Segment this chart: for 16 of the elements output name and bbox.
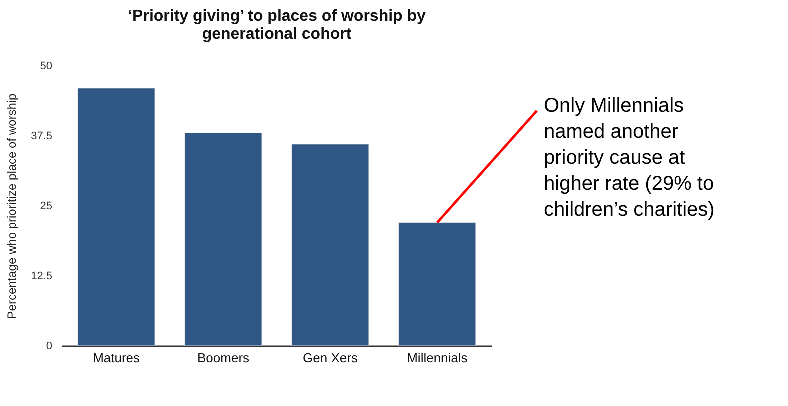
bar — [398, 222, 476, 346]
bar — [292, 144, 370, 346]
chart-title: ‘Priority giving’ to places of worship by generational cohort — [128, 8, 426, 43]
y-tick-label: 12.5 — [31, 270, 52, 282]
y-axis-title: Percentage who prioritize place of worship — [5, 93, 20, 320]
y-tick-label: 37.5 — [31, 130, 52, 142]
x-tick-label: Millennials — [407, 350, 468, 366]
bar — [78, 88, 156, 346]
x-tick-label: Matures — [93, 350, 141, 366]
annotation: Only Millennials named another priority cause at higher rate (29% to children’s charities) — [544, 95, 715, 221]
x-tick-label: Boomers — [198, 350, 250, 366]
y-tick-label: 50 — [40, 60, 52, 72]
y-tick-label: 25 — [40, 200, 52, 212]
bar — [184, 132, 262, 346]
y-tick-label: 0 — [46, 340, 52, 352]
x-tick-label: Gen Xers — [303, 350, 358, 366]
